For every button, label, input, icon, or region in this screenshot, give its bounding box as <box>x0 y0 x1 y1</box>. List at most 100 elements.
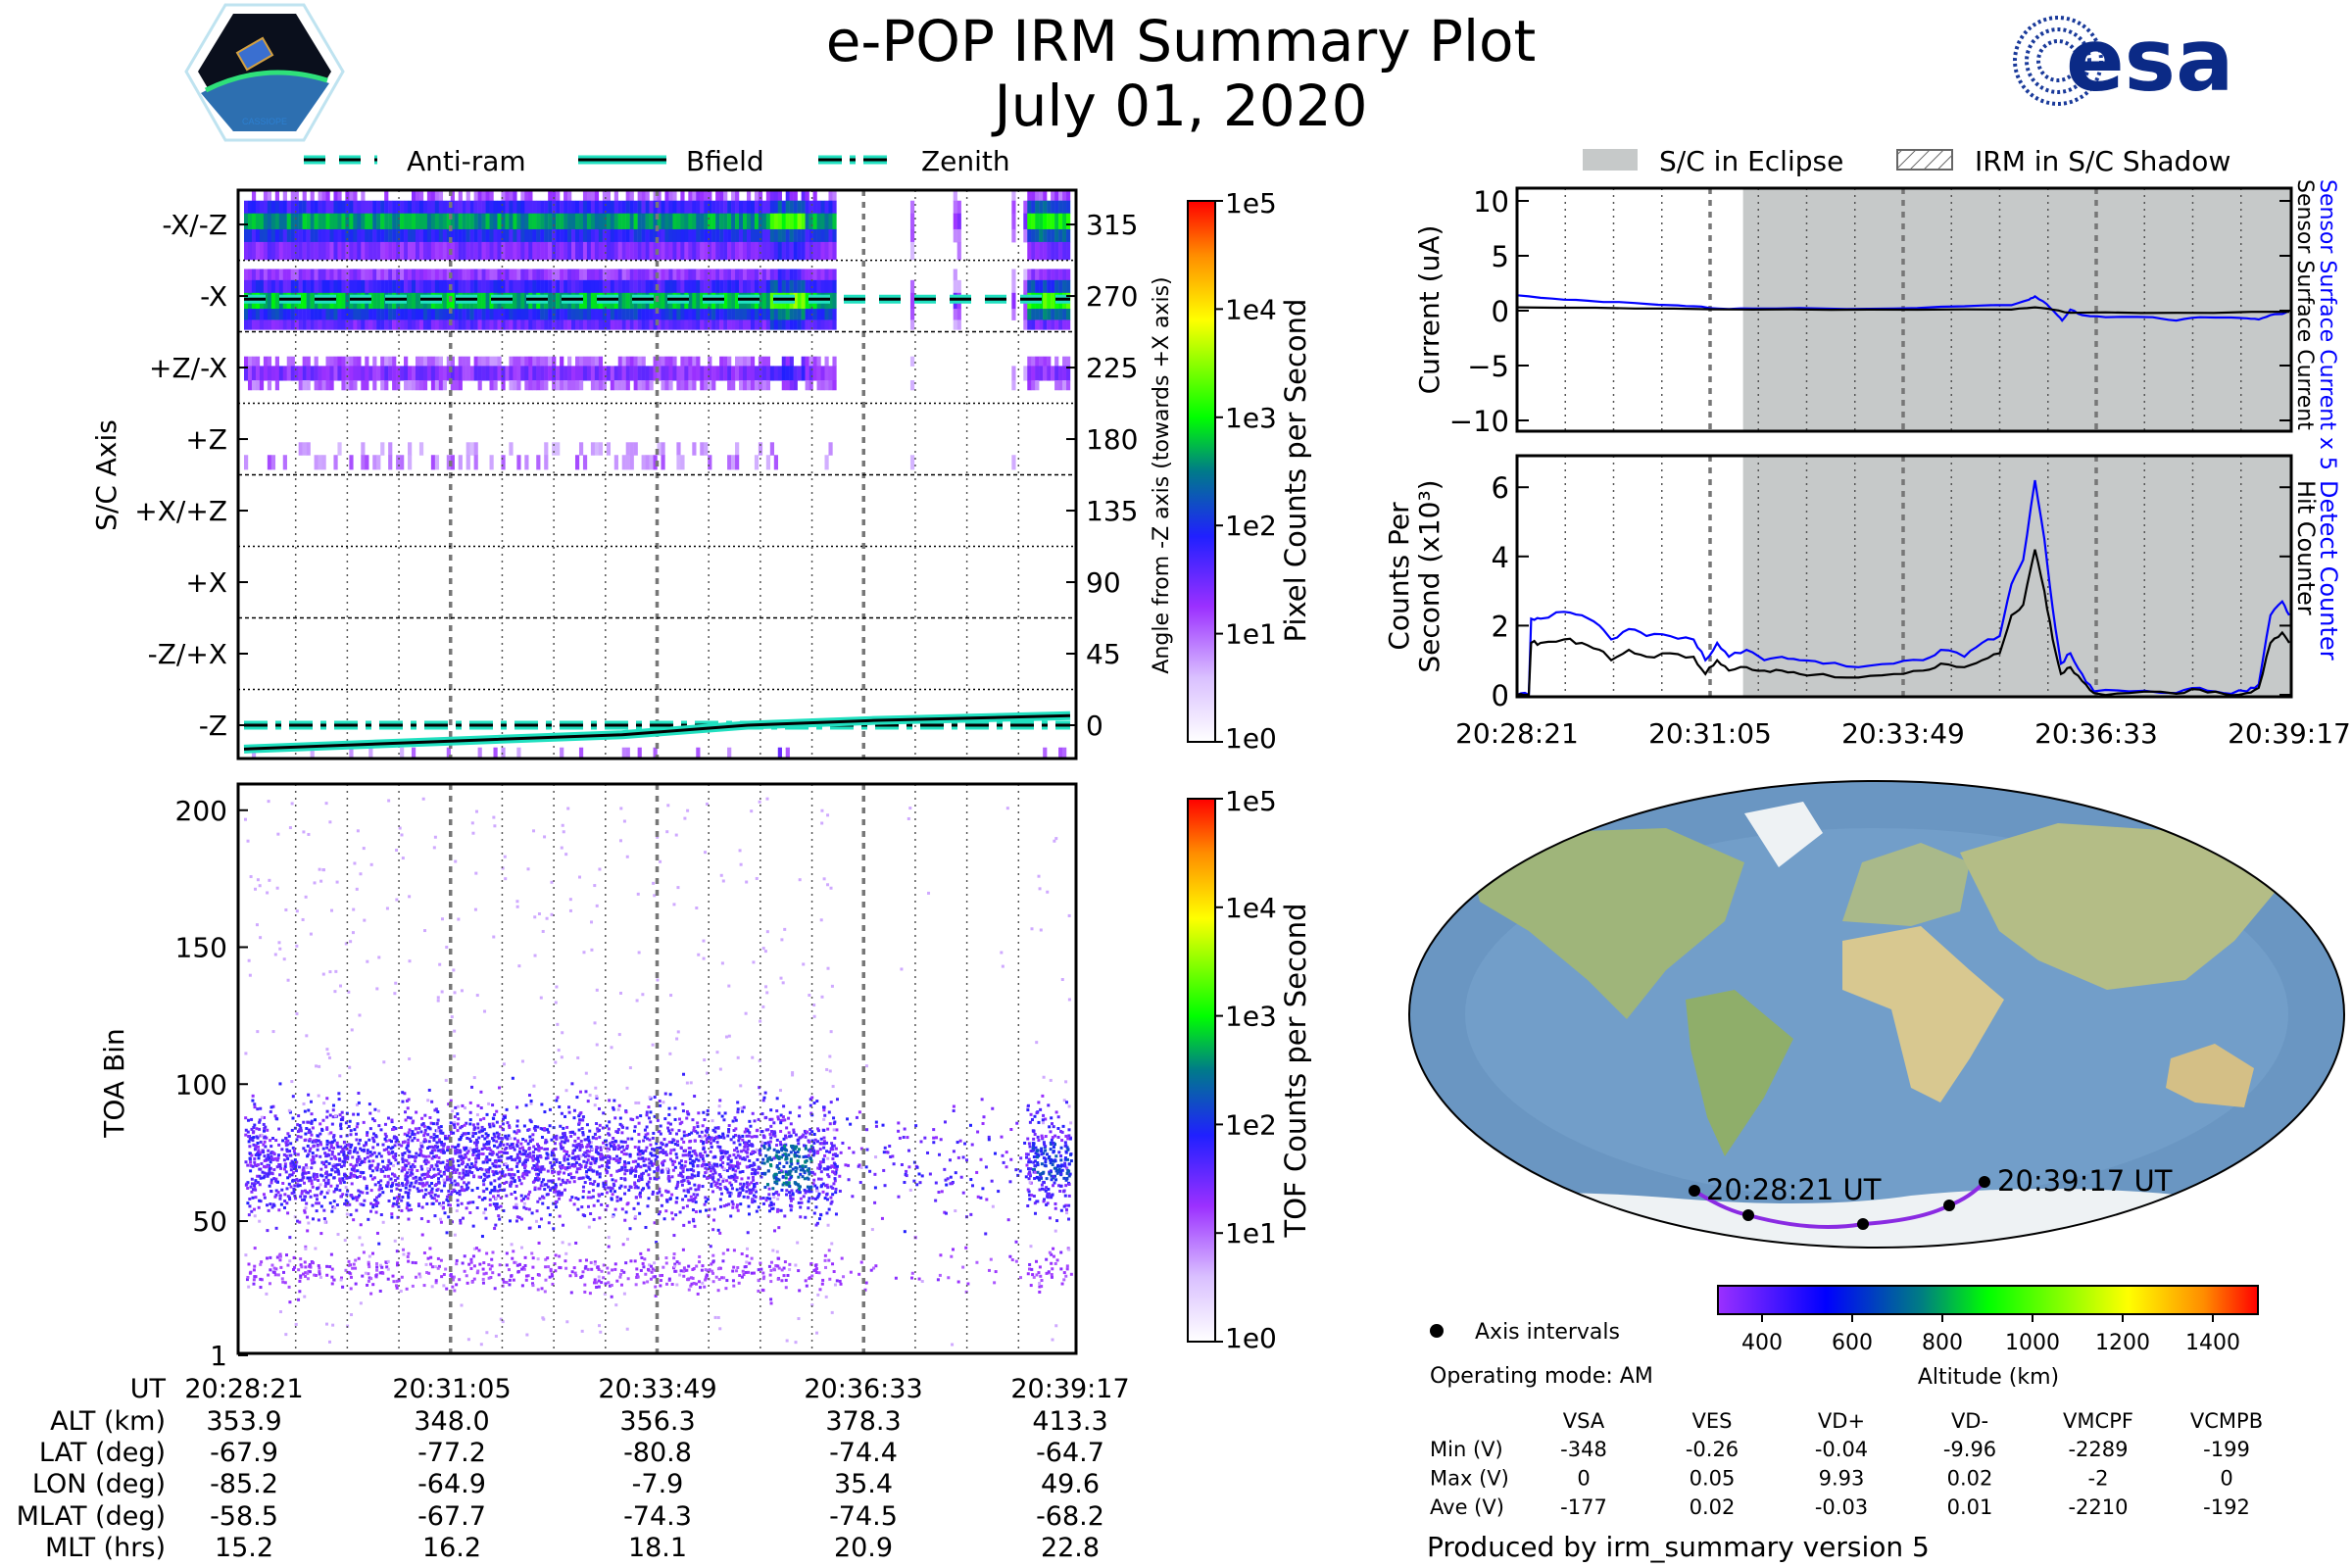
spectrogram-pixel <box>396 241 401 261</box>
spectrogram-pixel <box>255 279 261 294</box>
tof-count <box>710 1182 713 1186</box>
spectrogram-pixel <box>337 190 342 202</box>
spectrogram-pixel <box>251 319 257 330</box>
tof-count <box>374 1196 378 1200</box>
spectrogram-pixel <box>450 319 455 330</box>
spectrogram-pixel <box>544 228 549 243</box>
tof-count <box>722 1204 726 1208</box>
tof-count <box>944 1178 948 1182</box>
tof-count <box>717 1277 721 1281</box>
tof-count <box>453 1126 457 1130</box>
tof-count <box>612 1190 616 1194</box>
tof-count <box>533 1188 537 1192</box>
spectrogram-pixel <box>1047 228 1052 243</box>
spectrogram-pixel <box>473 190 478 202</box>
spectrogram-pixel <box>481 309 486 320</box>
tof-count <box>727 1130 731 1134</box>
spectrogram-pixel <box>418 366 424 381</box>
spectrogram-pixel <box>781 309 786 320</box>
spectrogram-pixel <box>477 190 482 202</box>
tof-count <box>727 1175 731 1179</box>
spectrogram-pixel <box>333 366 338 381</box>
spectrogram-pixel <box>816 269 821 281</box>
tof-count <box>548 1124 552 1128</box>
tof-count <box>950 1182 954 1186</box>
spectrogram-pixel <box>1058 319 1063 330</box>
tof-count <box>420 1153 424 1157</box>
spectrogram-pixel <box>956 228 961 243</box>
tof-count <box>609 1144 612 1148</box>
tof-count <box>274 1139 278 1143</box>
spectrogram-pixel <box>590 279 596 294</box>
spectrogram-pixel <box>251 228 257 243</box>
tof-count <box>687 1133 691 1137</box>
spectrogram-pixel <box>769 366 775 381</box>
spectrogram-pixel <box>723 292 728 310</box>
tof-count <box>1056 1184 1060 1188</box>
tof-count <box>297 1298 301 1301</box>
spectrogram-pixel <box>769 269 775 281</box>
tof-count <box>398 826 402 830</box>
spectrogram-pixel <box>372 228 377 243</box>
spectrogram-pixel <box>723 279 728 294</box>
tof-count <box>550 880 554 884</box>
spectrogram-pixel <box>396 366 401 381</box>
tof-count <box>554 1205 558 1209</box>
spectrogram-pixel <box>251 213 257 230</box>
spectrogram-pixel <box>735 455 740 470</box>
tof-count <box>374 1200 378 1203</box>
tof-count <box>563 1154 566 1158</box>
spectrogram-pixel <box>727 228 732 243</box>
spectrogram-pixel <box>1058 279 1063 294</box>
spectrogram-pixel <box>805 269 809 281</box>
spectrogram-pixel <box>376 279 381 294</box>
spectrogram-pixel <box>574 366 580 381</box>
tof-count <box>633 1183 637 1187</box>
spectrogram-pixel <box>700 269 705 281</box>
spectrogram-pixel <box>1031 380 1036 391</box>
spectrogram-pixel <box>769 319 775 330</box>
spectrogram-pixel <box>556 442 561 456</box>
tof-count <box>334 1166 338 1170</box>
tof-count <box>321 1147 325 1151</box>
spectrogram-pixel <box>501 213 506 230</box>
tof-count <box>463 1146 466 1150</box>
spectrogram-pixel <box>458 200 463 215</box>
tof-count <box>667 1140 671 1144</box>
tof-count <box>349 1145 353 1149</box>
spectrogram-pixel <box>450 241 455 261</box>
spectrogram-pixel <box>314 228 318 243</box>
spectrogram-pixel <box>337 309 342 320</box>
spectrogram-pixel <box>832 356 837 367</box>
tof-count <box>670 1159 674 1163</box>
spectrogram-pixel <box>613 309 618 320</box>
spectrogram-pixel <box>556 241 561 261</box>
tof-count <box>520 1059 524 1063</box>
spectrogram-pixel <box>458 269 463 281</box>
tof-count <box>745 1260 749 1264</box>
tof-count <box>379 1167 383 1171</box>
spectrogram-pixel <box>696 269 701 281</box>
tof-count <box>470 821 474 825</box>
spectrogram-pixel <box>789 380 794 391</box>
tof-count <box>485 1251 489 1255</box>
tof-count <box>732 1141 736 1145</box>
spectrogram-pixel <box>450 356 455 367</box>
tof-count <box>834 1187 838 1191</box>
spectrogram-pixel <box>516 279 521 294</box>
spectrogram-pixel <box>606 190 612 202</box>
tof-count <box>570 1082 574 1086</box>
spectrogram-pixel <box>765 269 771 281</box>
spectrogram-pixel <box>282 241 287 261</box>
spectrogram-pixel <box>785 213 790 230</box>
tof-count <box>719 1152 723 1155</box>
tof-count <box>1044 1135 1048 1139</box>
spectrogram-pixel <box>493 309 498 320</box>
tof-count <box>516 1169 520 1173</box>
spectrogram-pixel <box>746 228 752 243</box>
tof-count <box>330 1150 334 1153</box>
spectrogram-pixel <box>1039 269 1044 281</box>
tof-count <box>379 1179 383 1183</box>
tof-count <box>355 887 359 891</box>
tof-count <box>1060 1139 1064 1143</box>
